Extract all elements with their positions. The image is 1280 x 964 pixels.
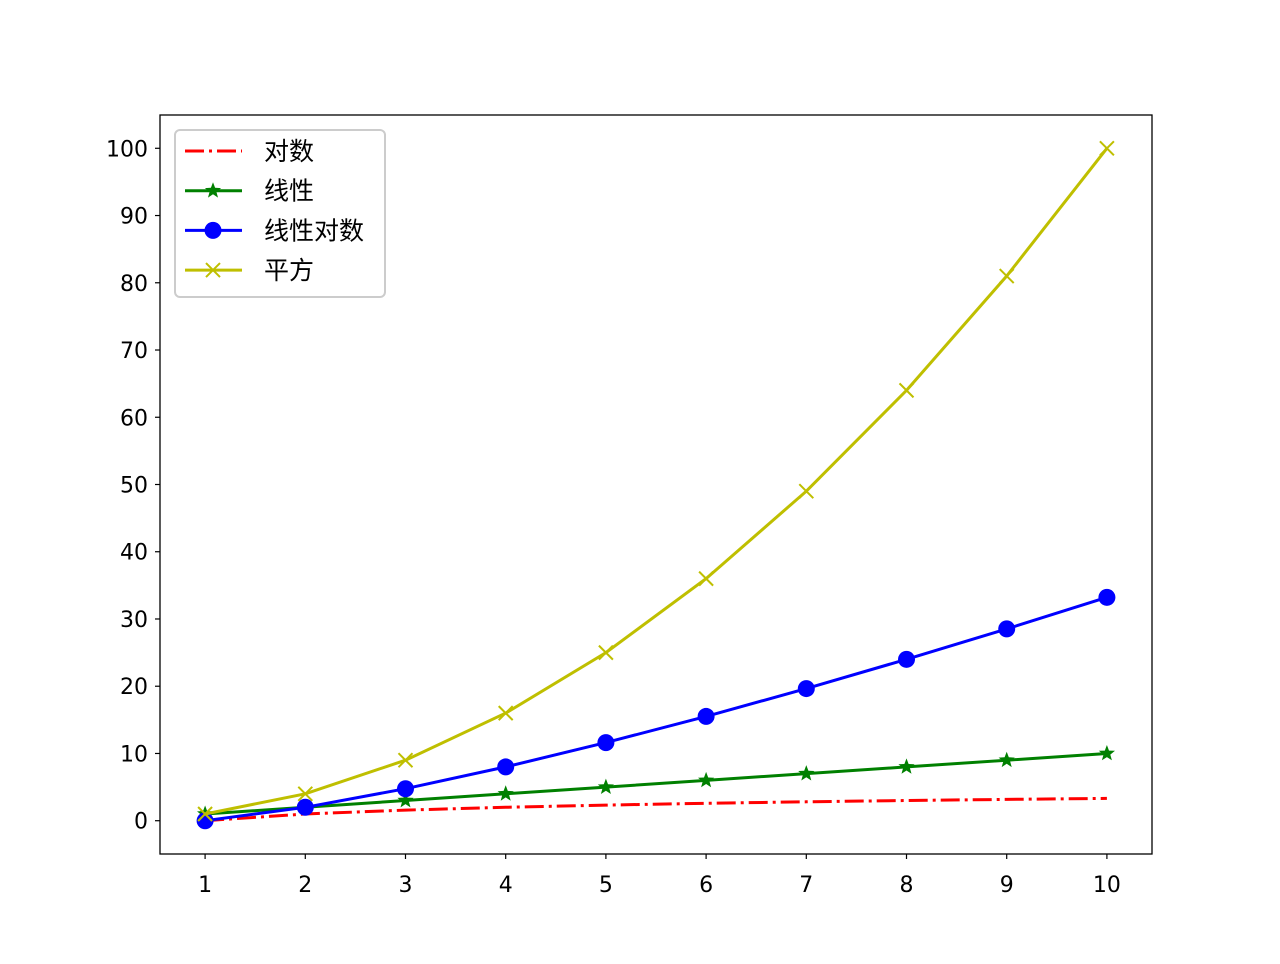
data-point: [798, 483, 815, 499]
y-tick-label: 80: [120, 272, 148, 297]
data-point: [598, 644, 614, 661]
x-tick-label: 4: [499, 873, 513, 898]
data-point: [597, 778, 614, 794]
series-line: [204, 595, 1108, 823]
legend-marker: [204, 221, 222, 239]
series-line: [204, 796, 1107, 823]
y-tick-label: 50: [120, 474, 148, 499]
series-2: [196, 588, 1116, 830]
x-tick-label: 8: [900, 873, 914, 898]
legend-entry: 平方: [185, 256, 314, 285]
data-point: [698, 570, 714, 587]
y-tick-label: 0: [134, 810, 148, 835]
x-tick-label: 2: [298, 873, 312, 898]
data-point: [1098, 745, 1115, 761]
data-point: [998, 620, 1016, 638]
data-point: [296, 798, 314, 816]
legend-label: 线性对数: [264, 216, 364, 245]
y-tick-label: 70: [120, 339, 148, 364]
data-point: [497, 785, 514, 801]
data-point: [998, 268, 1015, 284]
y-tick-label: 10: [120, 742, 148, 767]
data-point: [1098, 588, 1116, 606]
series-line: [204, 752, 1108, 816]
series-line: [204, 147, 1109, 816]
series-3: [197, 140, 1115, 822]
data-point: [397, 752, 414, 768]
y-tick-label: 90: [120, 205, 148, 230]
data-point: [497, 758, 515, 776]
data-point: [898, 650, 916, 668]
legend-entry: 线性: [185, 177, 314, 206]
legend-entry: 对数: [185, 137, 314, 166]
data-point: [998, 751, 1015, 768]
legend-marker: [205, 262, 221, 278]
x-tick-label: 3: [398, 873, 412, 898]
data-point: [396, 780, 414, 798]
data-point: [497, 705, 514, 721]
data-point: [197, 806, 213, 822]
legend-label: 平方: [264, 256, 314, 285]
y-tick-label: 20: [120, 675, 148, 700]
data-point: [697, 707, 715, 725]
x-tick-label: 7: [799, 873, 813, 898]
data-point: [698, 771, 715, 788]
data-point: [1099, 140, 1115, 156]
y-tick-label: 100: [106, 137, 148, 162]
data-point: [196, 812, 214, 830]
legend-marker: [204, 182, 222, 198]
y-tick-label: 60: [120, 406, 148, 431]
x-tick-label: 10: [1093, 873, 1121, 898]
x-tick-label: 6: [699, 873, 713, 898]
series-0: [204, 796, 1107, 823]
data-point: [798, 765, 815, 781]
data-point: [797, 680, 815, 698]
axes-frame: [159, 114, 1153, 855]
data-point: [898, 758, 915, 774]
data-point: [297, 786, 314, 802]
data-point: [597, 734, 615, 752]
legend-label: 对数: [264, 137, 314, 166]
data-point: [898, 382, 915, 399]
legend-box: [174, 129, 386, 298]
data-point: [397, 792, 414, 808]
x-tick-label: 5: [599, 873, 613, 898]
y-tick-label: 30: [120, 608, 148, 633]
legend-label: 线性: [264, 177, 314, 206]
legend-entry: 线性对数: [185, 216, 364, 245]
x-tick-label: 9: [1000, 873, 1014, 898]
x-tick-label: 1: [198, 873, 212, 898]
y-tick-label: 40: [120, 541, 148, 566]
